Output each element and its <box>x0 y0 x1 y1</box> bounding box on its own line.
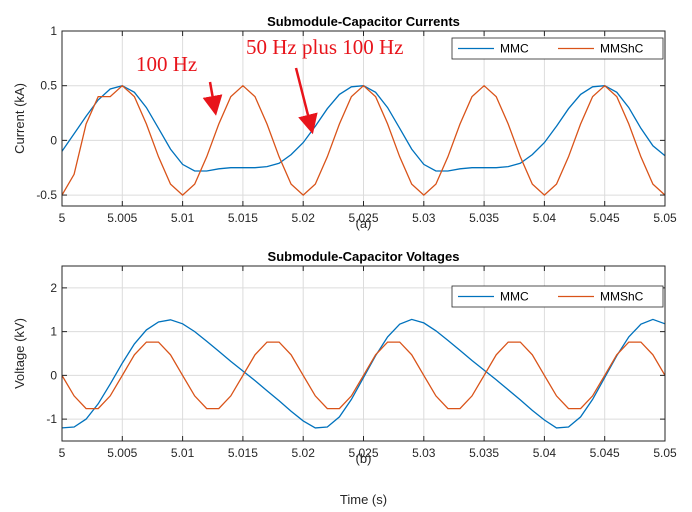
y-tick-label: 0.5 <box>40 79 57 93</box>
annotation-arrow <box>294 67 318 135</box>
series-line-mmshc <box>61 341 666 410</box>
x-tick-label: 5.01 <box>171 211 195 225</box>
legend: MMC MMShC <box>451 285 664 308</box>
x-tick-label: 5 <box>59 446 66 460</box>
currents-chart: 5 5.005 5.01 5.015 5.02 5.025 5.03 5.035 5.04 5.0… <box>12 14 677 231</box>
y-tick-label: 1 <box>50 325 57 339</box>
annotation-arrow <box>202 81 223 116</box>
x-tick-label: 5.05 <box>653 211 677 225</box>
legend-label: MMShC <box>600 42 644 56</box>
legend: MMC MMShC <box>451 37 664 60</box>
x-tick-label: 5.05 <box>653 446 677 460</box>
y-tick-label: 2 <box>50 281 57 295</box>
x-tick-label: 5.04 <box>533 211 557 225</box>
chart-title: Submodule-Capacitor Voltages <box>268 249 460 264</box>
legend-box <box>451 285 664 308</box>
legend-label: MMShC <box>600 290 644 304</box>
x-tick-label: 5.025 <box>348 446 378 460</box>
x-tick-label: 5.025 <box>348 211 378 225</box>
x-tick-label: 5 <box>59 211 66 225</box>
x-tick-label: 5.045 <box>590 446 620 460</box>
x-tick-label: 5.005 <box>107 211 137 225</box>
series-line-mmc <box>61 318 666 429</box>
x-tick-label: 5.035 <box>469 211 499 225</box>
x-tick-label: 5.03 <box>412 446 436 460</box>
x-tick-label: 5.015 <box>228 446 258 460</box>
x-tick-label: 5.015 <box>228 211 258 225</box>
legend-box <box>451 37 664 60</box>
legend-label: MMC <box>500 290 529 304</box>
panel-label: (a) <box>356 216 372 231</box>
y-axis-label: Voltage (kV) <box>12 318 27 389</box>
chart-title: Submodule-Capacitor Currents <box>267 14 460 29</box>
x-tick-label: 5.02 <box>292 446 316 460</box>
panel-label: (b) <box>356 451 372 466</box>
y-tick-label: 0 <box>50 368 57 382</box>
legend-label: MMC <box>500 42 529 56</box>
x-tick-label: 5.035 <box>469 446 499 460</box>
y-tick-label: -1 <box>46 412 57 426</box>
y-tick-label: -0.5 <box>36 188 57 202</box>
x-tick-label: 5.02 <box>292 211 316 225</box>
voltages-chart: 5 5.005 5.01 5.015 5.02 5.025 5.03 5.035 5.04 5.0… <box>12 249 677 507</box>
x-axis-label: Time (s) <box>340 492 387 507</box>
x-tick-label: 5.01 <box>171 446 195 460</box>
x-tick-label: 5.04 <box>533 446 557 460</box>
x-tick-label: 5.045 <box>590 211 620 225</box>
y-tick-label: 1 <box>50 24 57 38</box>
y-tick-label: 0 <box>50 133 57 147</box>
y-axis-label: Current (kA) <box>12 83 27 154</box>
x-tick-label: 5.03 <box>412 211 436 225</box>
annotation-text: 50 Hz plus 100 Hz <box>246 35 403 59</box>
series-line-mmshc <box>61 84 666 196</box>
annotation-text: 100 Hz <box>136 52 197 76</box>
x-tick-label: 5.005 <box>107 446 137 460</box>
